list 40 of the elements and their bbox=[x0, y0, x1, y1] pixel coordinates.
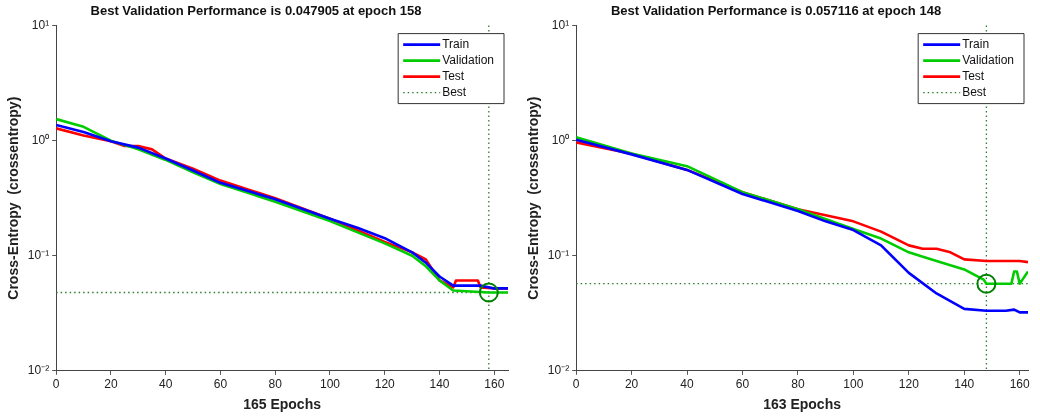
x-tick-label: 0 bbox=[572, 377, 580, 392]
chart-title: Best Validation Performance is 0.057116 at epoch 148 bbox=[610, 3, 942, 19]
chart-title: Best Validation Performance is 0.047905 at epoch 158 bbox=[90, 3, 422, 19]
x-tick-label: 60 bbox=[213, 377, 228, 392]
y-tick-label: 10⁻¹ bbox=[27, 248, 50, 263]
x-tick-label: 120 bbox=[898, 377, 920, 392]
legend-label: Best bbox=[442, 84, 467, 99]
y-tick-label: 10⁰ bbox=[31, 132, 50, 147]
x-tick-label: 80 bbox=[791, 377, 805, 392]
x-tick-label: 40 bbox=[159, 377, 173, 392]
legend-label: Test bbox=[442, 68, 465, 83]
x-tick-label: 0 bbox=[52, 377, 60, 392]
x-axis-title: 165 Epochs bbox=[243, 396, 322, 413]
x-tick-label: 100 bbox=[843, 377, 864, 392]
x-tick-label: 20 bbox=[104, 377, 118, 392]
y-tick-label: 10¹ bbox=[31, 17, 50, 32]
legend-label: Train bbox=[962, 36, 990, 51]
legend-label: Train bbox=[442, 36, 470, 51]
y-axis-title: Cross-Entropy (crossentropy) bbox=[525, 96, 542, 300]
x-tick-label: 140 bbox=[954, 377, 975, 392]
x-tick-label: 120 bbox=[374, 377, 396, 392]
y-tick-label: 10⁻² bbox=[27, 363, 50, 378]
y-tick-label: 10¹ bbox=[551, 17, 570, 32]
legend-label: Best bbox=[962, 84, 987, 99]
legend-label: Validation bbox=[442, 52, 495, 67]
x-tick-label: 160 bbox=[1009, 377, 1031, 392]
y-tick-label: 10⁻² bbox=[547, 363, 570, 378]
x-tick-label: 20 bbox=[624, 377, 639, 392]
legend-label: Validation bbox=[962, 52, 1015, 67]
x-tick-label: 40 bbox=[680, 377, 695, 392]
x-tick-label: 100 bbox=[319, 377, 341, 392]
x-tick-label: 80 bbox=[268, 377, 283, 392]
x-axis-title: 163 Epochs bbox=[763, 396, 842, 413]
x-tick-label: 60 bbox=[735, 377, 750, 392]
x-tick-label: 140 bbox=[429, 377, 450, 392]
legend-label: Test bbox=[962, 68, 985, 83]
y-axis-title: Cross-Entropy (crossentropy) bbox=[5, 96, 22, 300]
y-tick-label: 10⁻¹ bbox=[547, 248, 570, 263]
x-tick-label: 160 bbox=[484, 377, 505, 392]
y-tick-label: 10⁰ bbox=[551, 132, 570, 147]
